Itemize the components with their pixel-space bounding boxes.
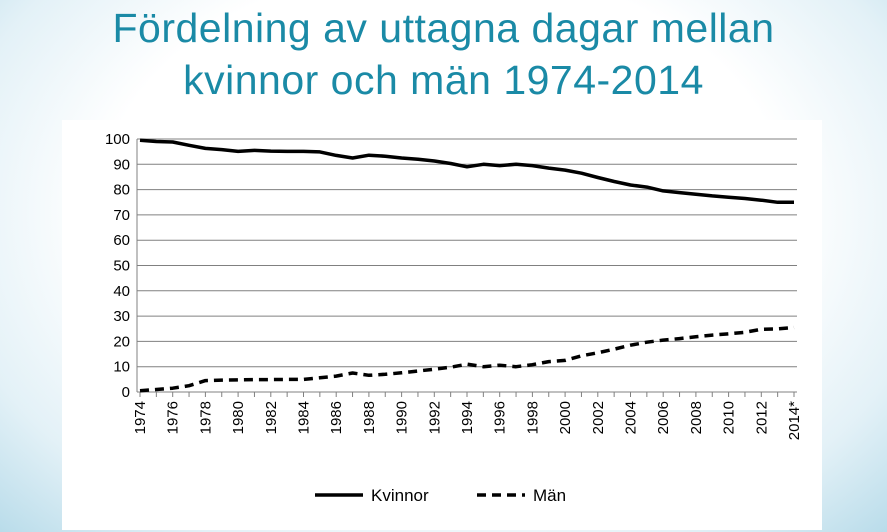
x-tick-label: 2002 [590, 401, 607, 434]
y-tick-label: 60 [113, 232, 130, 249]
legend-label: Män [533, 486, 566, 505]
y-tick-label: 40 [113, 283, 130, 300]
x-axis-tick-labels: 1974 1976 1978 1980 1982 1984 1986 1988 1990 1992… [132, 392, 803, 440]
series-line-1 [139, 325, 795, 393]
x-tick-label: 2006 [655, 401, 672, 434]
slide-title-line-1: Fördelning av uttagna dagar mellan [112, 5, 775, 51]
x-tick-label: 2008 [688, 401, 705, 434]
x-tick-label: 1976 [165, 401, 182, 434]
x-tick-label: 1980 [230, 401, 247, 434]
y-tick-label: 80 [113, 182, 130, 199]
x-tick-label: 2004 [623, 401, 640, 434]
x-tick-label: 2012 [753, 401, 770, 434]
x-tick-label: 1982 [263, 401, 280, 434]
y-tick-label: 10 [113, 359, 130, 376]
y-tick-label: 20 [113, 333, 130, 350]
x-tick-label: 1992 [426, 401, 443, 434]
y-tick-label: 50 [113, 258, 130, 275]
slide-title: Fördelning av uttagna dagar mellan kvinn… [0, 2, 887, 106]
x-tick-label: 1994 [459, 401, 476, 434]
x-tick-label: 2000 [557, 401, 574, 434]
x-tick-label: 1986 [328, 401, 345, 434]
y-axis-tick-labels: 0 10 20 30 40 50 60 70 80 90 100 [105, 131, 130, 401]
chart-panel [62, 120, 822, 530]
series-lines [139, 138, 795, 393]
x-tick-label: 1978 [197, 401, 214, 434]
y-tick-label: 70 [113, 207, 130, 224]
x-tick-label: 1984 [296, 401, 313, 434]
legend: Kvinnor Män [315, 486, 566, 505]
series-line-0 [139, 138, 794, 205]
y-tick-label: 30 [113, 308, 130, 325]
y-tick-label: 0 [122, 384, 130, 401]
y-tick-label: 100 [105, 131, 130, 148]
x-tick-label: 1990 [394, 401, 411, 434]
x-tick-label: 2010 [721, 401, 738, 434]
gridlines [136, 138, 797, 393]
x-tick-label: 1998 [524, 401, 541, 434]
x-tick-label: 1974 [132, 401, 149, 434]
legend-label: Kvinnor [371, 486, 429, 505]
x-tick-label: 1988 [361, 401, 378, 434]
slide-title-line-2: kvinnor och män 1974-2014 [183, 57, 704, 103]
y-tick-label: 90 [113, 156, 130, 173]
x-tick-label: 2014* [786, 401, 803, 440]
x-tick-label: 1996 [492, 401, 509, 434]
